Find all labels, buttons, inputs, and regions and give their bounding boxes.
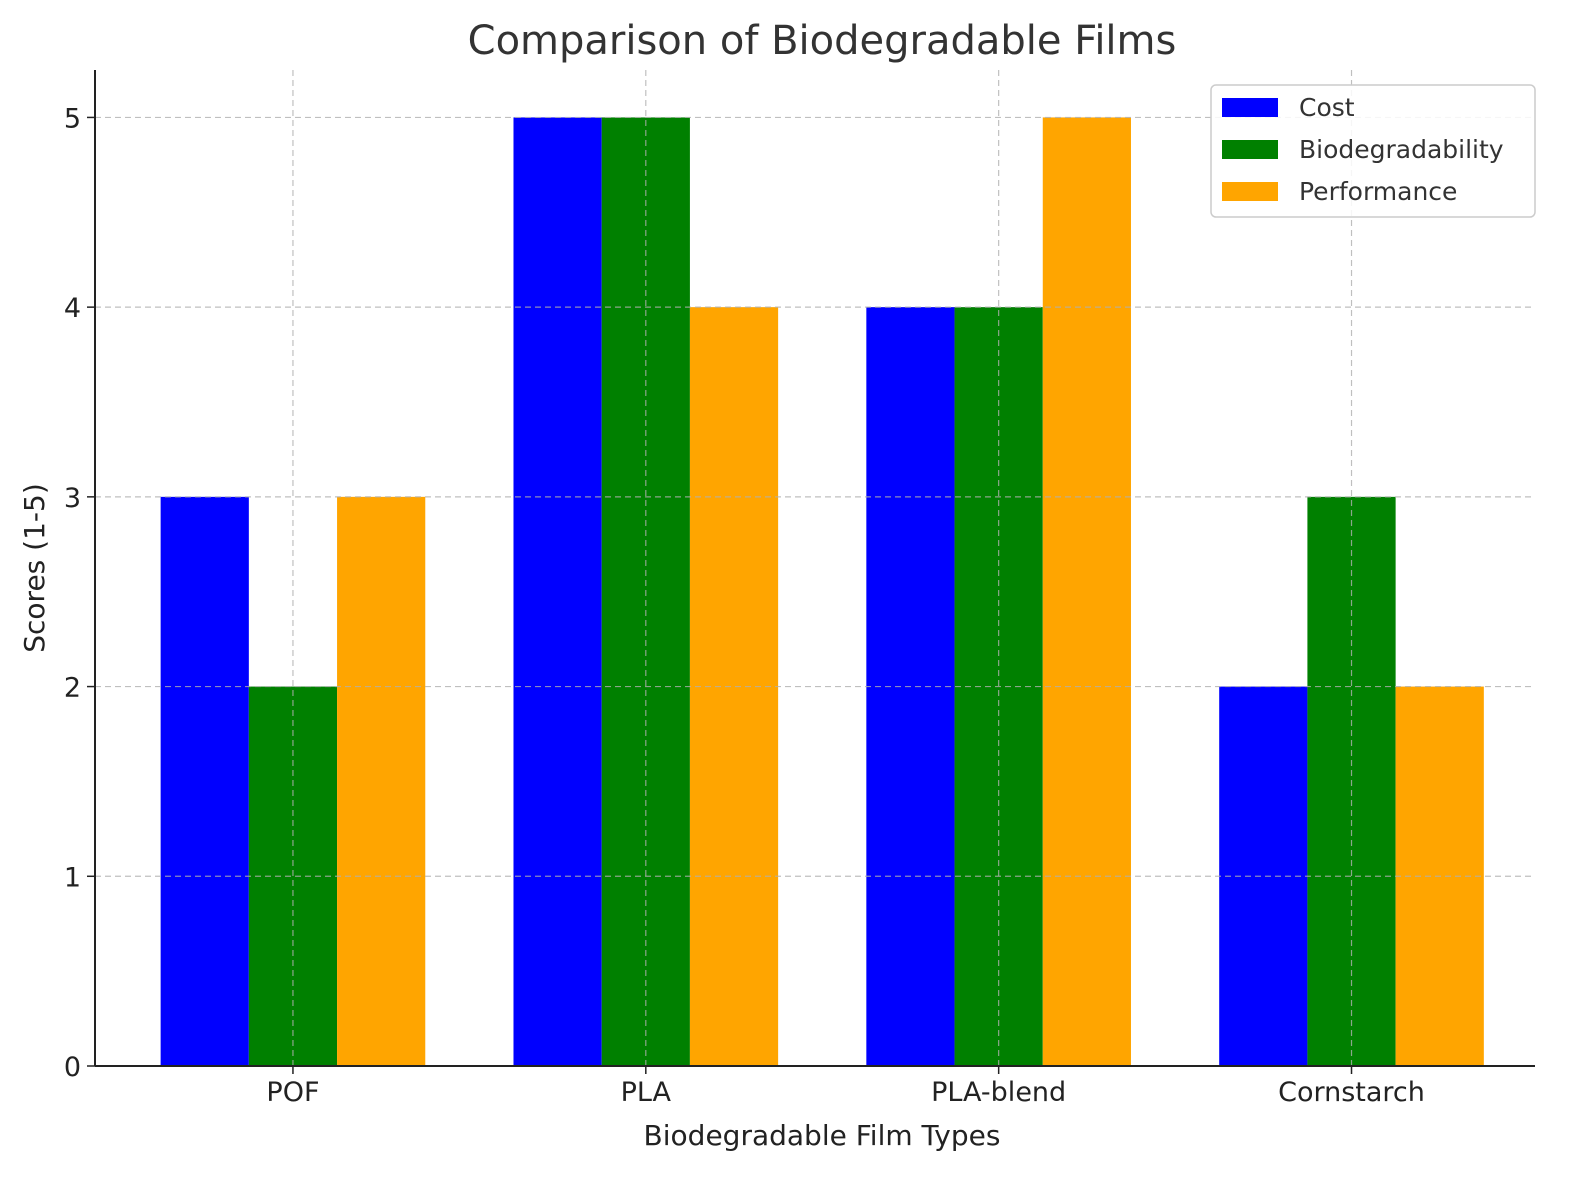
y-tick-label: 1 — [64, 862, 81, 893]
legend-swatch-performance — [1222, 182, 1278, 201]
bar-performance-pla — [689, 307, 779, 1067]
legend-box — [1210, 84, 1536, 218]
x-axis-label: Biodegradable Film Types — [644, 1119, 1001, 1152]
x-tick-label: Cornstarch — [1278, 1077, 1425, 1108]
bar-cost-cornstarch — [1219, 686, 1308, 1066]
y-tick-label: 4 — [64, 293, 81, 324]
legend-label-cost: Cost — [1299, 93, 1355, 122]
y-axis-label: Scores (1-5) — [18, 483, 51, 653]
x-tick-label: POF — [266, 1077, 319, 1108]
legend-label-performance: Performance — [1299, 177, 1457, 206]
bar-cost-pof — [160, 496, 249, 1066]
legend-label-biodegradability: Biodegradability — [1299, 135, 1504, 164]
y-tick-label: 5 — [64, 103, 81, 134]
y-tick-label: 2 — [64, 673, 81, 704]
legend: Cost Biodegradability Performance — [1210, 84, 1536, 218]
bar-cost-pla — [513, 117, 602, 1066]
chart-title: Comparison of Biodegradable Films — [468, 18, 1177, 64]
legend-swatch-cost — [1222, 98, 1278, 117]
x-tick-label: PLA-blend — [931, 1077, 1066, 1108]
y-tick-label: 3 — [64, 483, 81, 514]
bar-performance-pla-blend — [1042, 117, 1131, 1066]
bar-performance-pof — [337, 496, 426, 1066]
y-tick-label: 0 — [64, 1052, 81, 1083]
x-tick-label: PLA — [621, 1077, 672, 1108]
legend-swatch-biodegradability — [1222, 140, 1278, 159]
